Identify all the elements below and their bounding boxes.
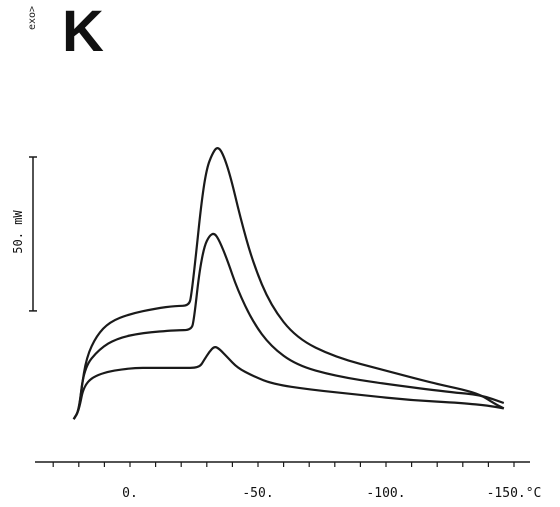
series-line-3 [72,346,504,420]
series-line-1 [72,147,505,420]
x-tick-label: -50. [242,486,273,501]
scale-bar-label: 50. mW [11,210,25,254]
x-tick-labels: 0. -50. -100. -150.°C [122,486,541,501]
x-axis [35,461,530,467]
power-scale-bar: 50. mW [11,156,37,312]
panel-letter: K [62,0,104,64]
x-tick-label: -100. [366,486,405,501]
series-layer [72,147,505,420]
x-tick-label: -150.°C [487,486,542,501]
x-tick-label: 0. [122,486,138,501]
series-line-2 [72,232,505,420]
